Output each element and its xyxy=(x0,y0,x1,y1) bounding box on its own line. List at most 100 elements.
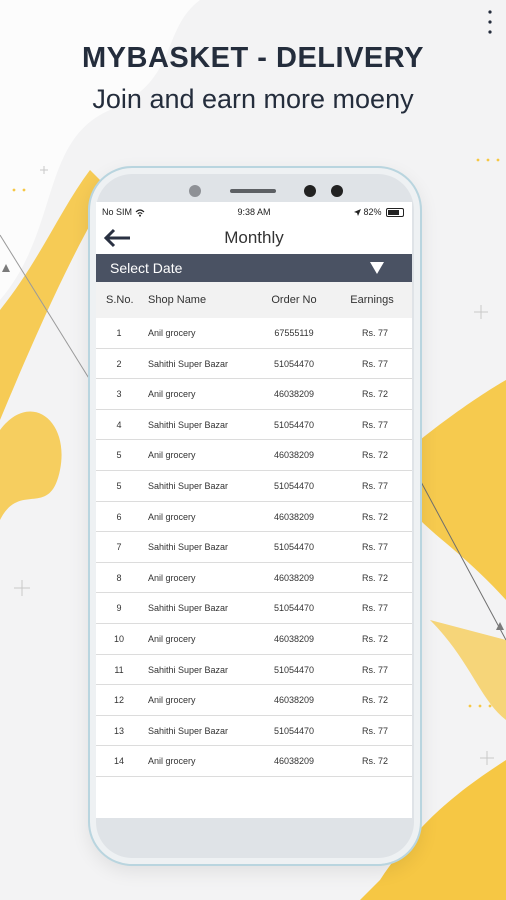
cell-earnings: Rs. 77 xyxy=(361,480,388,491)
cell-shop-name: Sahithi Super Bazar xyxy=(148,358,229,369)
cell-sno: 5 xyxy=(116,450,122,461)
cell-sno: 2 xyxy=(116,358,122,369)
cell-shop-name: Sahithi Super Bazar xyxy=(148,542,229,553)
cell-order-no: 51054470 xyxy=(273,419,315,430)
table-row[interactable]: 8 Anil grocery 46038209 Rs. 72 xyxy=(96,563,412,594)
header-shop-name: Shop Name xyxy=(148,294,207,306)
header-earnings: Earnings xyxy=(350,294,394,306)
cell-order-no: 46038209 xyxy=(273,695,315,706)
cell-shop-name: Anil grocery xyxy=(148,695,196,706)
table-row[interactable]: 12 Anil grocery 46038209 Rs. 72 xyxy=(96,685,412,716)
cell-order-no: 46038209 xyxy=(273,756,315,767)
cell-earnings: Rs. 72 xyxy=(361,450,388,461)
app-tagline: Join and earn more moeny xyxy=(92,84,414,114)
battery-percent: 82% xyxy=(363,207,382,217)
cell-sno: 11 xyxy=(114,664,124,675)
table-row[interactable]: 13 Sahithi Super Bazar 51054470 Rs. 77 xyxy=(96,716,412,747)
cell-earnings: Rs. 77 xyxy=(361,328,388,338)
cell-earnings: Rs. 72 xyxy=(361,756,388,767)
cell-order-no: 51054470 xyxy=(273,664,315,675)
location-arrow-icon xyxy=(353,209,361,217)
cell-shop-name: Anil grocery xyxy=(148,450,196,461)
cell-shop-name: Anil grocery xyxy=(148,633,196,644)
status-time: 9:38 AM xyxy=(237,207,271,217)
cell-earnings: Rs. 72 xyxy=(361,695,388,706)
cell-sno: 8 xyxy=(116,572,122,583)
cell-sno: 1 xyxy=(116,328,122,338)
wifi-icon xyxy=(135,209,144,217)
carrier-label: No SIM xyxy=(102,207,133,217)
cell-shop-name: Sahithi Super Bazar xyxy=(148,419,229,430)
header-sno: S.No. xyxy=(106,294,134,306)
table-row[interactable]: 4 Sahithi Super Bazar 51054470 Rs. 77 xyxy=(96,410,412,441)
status-right: 82% xyxy=(353,207,404,218)
arrow-left-icon[interactable] xyxy=(102,227,132,249)
cell-order-no: 67555119 xyxy=(274,328,314,338)
table-row[interactable]: 14 Anil grocery 46038209 Rs. 72 xyxy=(96,746,412,777)
cell-order-no: 46038209 xyxy=(273,450,315,461)
table-row[interactable]: 1 Anil grocery 67555119 Rs. 77 xyxy=(96,318,412,349)
sensor xyxy=(331,185,343,197)
cell-shop-name: Sahithi Super Bazar xyxy=(148,480,229,491)
cell-sno: 14 xyxy=(113,756,124,767)
table-row[interactable]: 3 Anil grocery 46038209 Rs. 72 xyxy=(96,379,412,410)
cell-earnings: Rs. 77 xyxy=(361,542,388,553)
cell-sno: 3 xyxy=(116,389,122,400)
cell-earnings: Rs. 72 xyxy=(361,572,388,583)
cell-order-no: 46038209 xyxy=(273,572,315,583)
table-row[interactable]: 2 Sahithi Super Bazar 51054470 Rs. 77 xyxy=(96,349,412,380)
cell-sno: 6 xyxy=(116,511,122,522)
cell-earnings: Rs. 77 xyxy=(361,419,388,430)
select-date-dropdown[interactable]: Select Date xyxy=(96,254,412,282)
cell-shop-name: Sahithi Super Bazar xyxy=(148,664,229,675)
cell-order-no: 46038209 xyxy=(273,633,315,644)
cell-shop-name: Sahithi Super Bazar xyxy=(148,725,229,736)
cell-order-no: 51054470 xyxy=(273,542,315,553)
front-camera xyxy=(189,185,201,197)
cell-shop-name: Anil grocery xyxy=(148,328,196,338)
phone-speaker xyxy=(230,189,276,193)
cell-sno: 9 xyxy=(116,603,122,614)
table-row[interactable]: 6 Anil grocery 46038209 Rs. 72 xyxy=(96,502,412,533)
table-row[interactable]: 5 Anil grocery 46038209 Rs. 72 xyxy=(96,440,412,471)
table-row[interactable]: 10 Anil grocery 46038209 Rs. 72 xyxy=(96,624,412,655)
cell-earnings: Rs. 77 xyxy=(361,603,388,614)
select-date-label: Select Date xyxy=(110,260,183,276)
cell-order-no: 46038209 xyxy=(273,389,315,400)
cell-shop-name: Sahithi Super Bazar xyxy=(148,603,229,614)
table-header: S.No. Shop Name Order No Earnings xyxy=(96,282,412,318)
cell-earnings: Rs. 72 xyxy=(361,633,388,644)
cell-sno: 10 xyxy=(113,633,124,644)
cell-order-no: 51054470 xyxy=(273,358,315,369)
table-row[interactable]: 7 Sahithi Super Bazar 51054470 Rs. 77 xyxy=(96,532,412,563)
status-bar: No SIM 9:38 AM 82% xyxy=(96,202,412,222)
cell-sno: 12 xyxy=(113,695,124,706)
page-title: Monthly xyxy=(224,228,284,247)
cell-sno: 5 xyxy=(116,480,122,491)
battery-icon xyxy=(386,208,404,218)
sensor xyxy=(304,185,316,197)
cell-shop-name: Anil grocery xyxy=(148,572,196,583)
cell-order-no: 46038209 xyxy=(273,511,315,522)
triangle-down-icon xyxy=(370,262,384,274)
cell-earnings: Rs. 77 xyxy=(361,725,388,736)
app-headline: MYBASKET - DELIVERY xyxy=(82,42,424,74)
cell-shop-name: Anil grocery xyxy=(148,756,196,767)
cell-earnings: Rs. 72 xyxy=(361,389,388,400)
nav-bar: Monthly xyxy=(96,222,412,254)
cell-order-no: 51054470 xyxy=(273,480,315,491)
cell-earnings: Rs. 77 xyxy=(361,358,388,369)
table-row[interactable]: 5 Sahithi Super Bazar 51054470 Rs. 77 xyxy=(96,471,412,502)
table-row[interactable]: 11 Sahithi Super Bazar 51054470 Rs. 77 xyxy=(96,655,412,686)
cell-sno: 7 xyxy=(116,542,122,553)
cell-sno: 13 xyxy=(113,725,124,736)
cell-earnings: Rs. 77 xyxy=(361,664,388,675)
cell-shop-name: Anil grocery xyxy=(148,389,196,400)
header-order-no: Order No xyxy=(271,294,317,306)
status-carrier: No SIM xyxy=(102,207,145,217)
cell-sno: 4 xyxy=(116,419,122,430)
table-row[interactable]: 9 Sahithi Super Bazar 51054470 Rs. 77 xyxy=(96,593,412,624)
table-body: 1 Anil grocery 67555119 Rs. 77 2 Sahithi Supe… xyxy=(96,318,412,777)
phone-screen: No SIM 9:38 AM 82% Monthly Select Date S… xyxy=(96,202,412,818)
cell-order-no: 51054470 xyxy=(273,603,315,614)
